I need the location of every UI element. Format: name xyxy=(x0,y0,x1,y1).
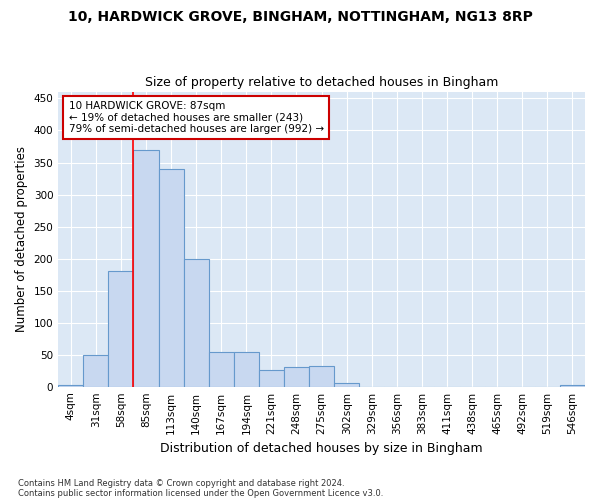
Bar xyxy=(83,354,109,386)
Bar xyxy=(209,352,234,386)
Bar xyxy=(284,367,309,386)
Bar xyxy=(158,169,184,386)
Text: 10 HARDWICK GROVE: 87sqm
← 19% of detached houses are smaller (243)
79% of semi-: 10 HARDWICK GROVE: 87sqm ← 19% of detach… xyxy=(69,101,324,134)
Bar xyxy=(109,271,133,386)
Bar xyxy=(309,366,334,386)
Bar xyxy=(184,259,209,386)
Bar xyxy=(234,352,259,386)
Y-axis label: Number of detached properties: Number of detached properties xyxy=(15,146,28,332)
Bar xyxy=(58,385,83,386)
Bar xyxy=(334,383,359,386)
Text: Contains HM Land Registry data © Crown copyright and database right 2024.: Contains HM Land Registry data © Crown c… xyxy=(18,478,344,488)
Bar xyxy=(259,370,284,386)
Text: 10, HARDWICK GROVE, BINGHAM, NOTTINGHAM, NG13 8RP: 10, HARDWICK GROVE, BINGHAM, NOTTINGHAM,… xyxy=(68,10,532,24)
Bar xyxy=(560,385,585,386)
Text: Contains public sector information licensed under the Open Government Licence v3: Contains public sector information licen… xyxy=(18,488,383,498)
Bar xyxy=(133,150,158,386)
Title: Size of property relative to detached houses in Bingham: Size of property relative to detached ho… xyxy=(145,76,498,90)
X-axis label: Distribution of detached houses by size in Bingham: Distribution of detached houses by size … xyxy=(160,442,483,455)
